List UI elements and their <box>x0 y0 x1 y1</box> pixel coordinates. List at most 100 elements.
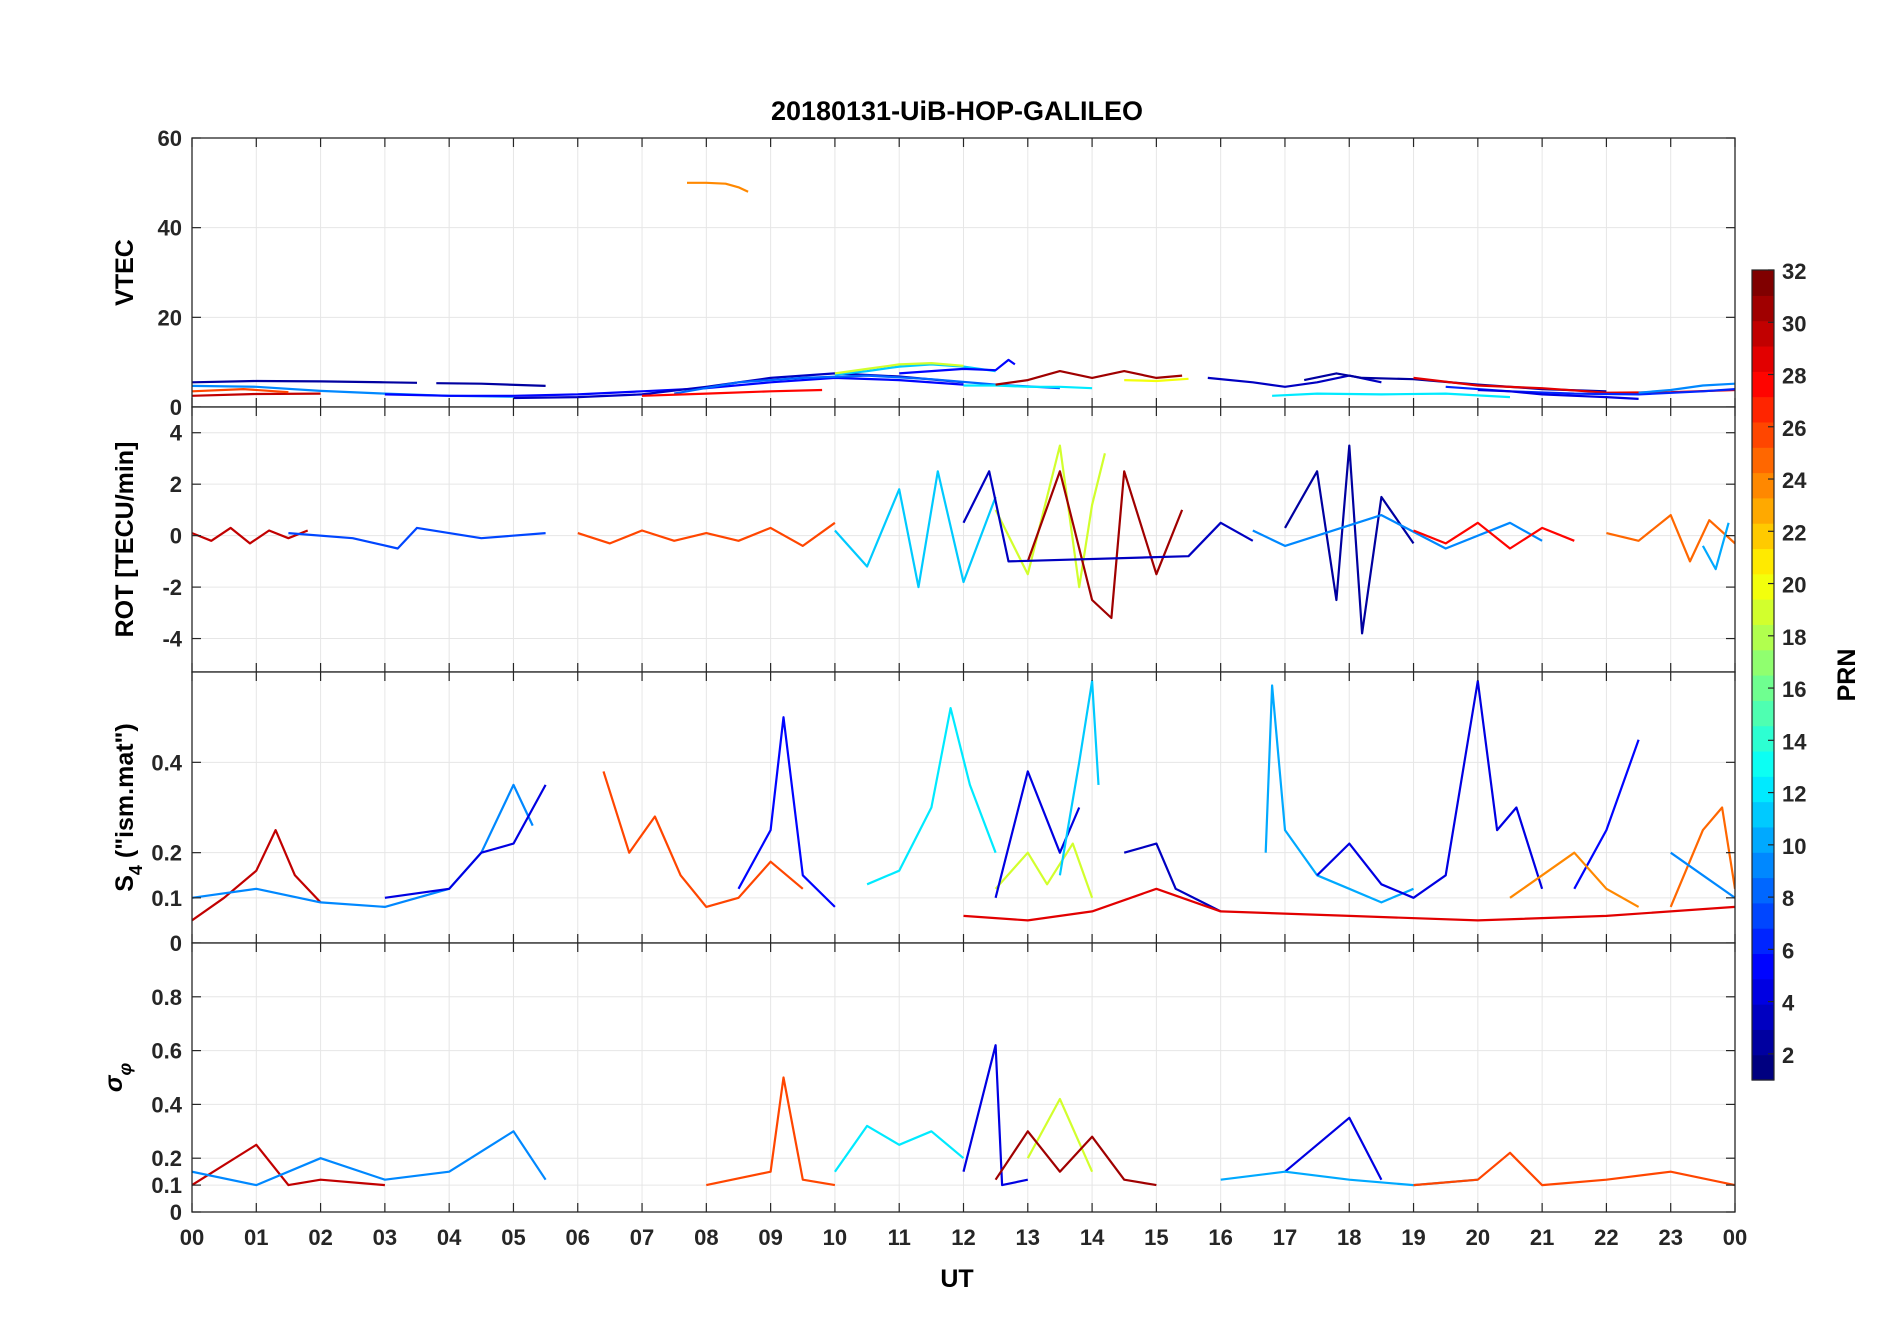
x-tick-label: 10 <box>823 1225 847 1250</box>
colorbar-swatch <box>1752 447 1774 474</box>
series-s4-prn12-5 <box>866 706 997 886</box>
panel-sigma-ytick-label: 0.2 <box>151 1146 182 1171</box>
panel-vtec-ytick-label: 40 <box>158 216 182 241</box>
series-sigma-prn9-1 <box>192 1130 547 1187</box>
x-tick-label: 05 <box>501 1225 525 1250</box>
series-vtec-prn9-21 <box>1638 382 1735 394</box>
colorbar-tick-label: 24 <box>1782 468 1807 493</box>
series-rot-prn9-8 <box>1252 513 1543 550</box>
x-tick-label: 21 <box>1530 1225 1554 1250</box>
colorbar-tick-label: 14 <box>1782 729 1807 754</box>
series-s4-prn4-7 <box>994 770 1081 899</box>
colorbar-swatch <box>1752 396 1774 423</box>
panel-rot-ytick-label: -2 <box>162 575 182 600</box>
panel-rot-series <box>192 444 1735 635</box>
series-vtec-prn26-5 <box>192 388 289 394</box>
colorbar-swatch <box>1752 953 1774 980</box>
series-s4-prn26-3 <box>602 771 804 909</box>
panel-sigma-ytick-label: 0.8 <box>151 985 182 1010</box>
colorbar-tick-label: 6 <box>1782 938 1794 963</box>
series-s4-prn29-16 <box>963 887 1735 922</box>
x-tick-label: 00 <box>180 1225 204 1250</box>
colorbar-swatch <box>1752 877 1774 904</box>
series-s4-prn24-13 <box>1509 851 1640 908</box>
x-tick-label: 15 <box>1144 1225 1168 1250</box>
x-tick-label: 01 <box>244 1225 268 1250</box>
x-tick-label: 02 <box>308 1225 332 1250</box>
x-tick-label: 16 <box>1208 1225 1232 1250</box>
panel-vtec-ylabel: VTEC <box>111 239 139 306</box>
panel-rot: -4 -2 0 2 4 ROT [TECU/min] <box>111 406 1736 673</box>
panel-s4-ytick-label: 0.1 <box>151 886 182 911</box>
colorbar-swatch <box>1752 776 1774 803</box>
series-rot-prn31-5 <box>1026 470 1184 620</box>
colorbar-tick-label: 32 <box>1782 259 1806 284</box>
colorbar-tick-label: 12 <box>1782 782 1806 807</box>
series-vtec-prn5-12 <box>899 358 1016 375</box>
colorbar-swatch <box>1752 725 1774 752</box>
colorbar-tick-label: 18 <box>1782 625 1806 650</box>
series-rot-prn2-7 <box>1284 444 1415 635</box>
panel-sigma-ytick-label: 0 <box>170 1200 182 1225</box>
panel-rot-ytick-label: 2 <box>170 472 182 497</box>
series-s4-prn5-4 <box>737 716 836 908</box>
series-vtec-prn12-13 <box>963 384 1093 390</box>
series-rot-prn3-6 <box>962 470 1254 563</box>
x-tick-label: 23 <box>1658 1225 1682 1250</box>
x-axis-label: UT <box>940 1265 973 1293</box>
x-tick-label: 00 <box>1723 1225 1747 1250</box>
panel-s4-series <box>192 679 1735 922</box>
colorbar-swatch <box>1752 649 1774 676</box>
x-axis: 00 01 02 03 04 05 06 07 08 09 10 11 12 13 14 15 16 17 18 19… <box>180 1225 1747 1250</box>
x-tick-label: 18 <box>1337 1225 1361 1250</box>
series-rot-prn7-1 <box>288 526 546 550</box>
colorbar-swatch <box>1752 599 1774 625</box>
series-s4-prn3-9 <box>1123 842 1222 913</box>
colorbar-label: PRN <box>1833 649 1861 702</box>
chart-title: 20180131-UiB-HOP-GALILEO <box>771 96 1143 126</box>
x-tick-label: 04 <box>437 1225 462 1250</box>
colorbar-swatch <box>1752 978 1774 1005</box>
series-s4-prn19-6 <box>994 842 1094 899</box>
series-rot-prn26-2 <box>577 521 836 548</box>
series-s4-prn4-11 <box>1316 679 1544 899</box>
colorbar-swatch <box>1752 700 1774 727</box>
colorbar-tick-label: 26 <box>1782 416 1806 441</box>
series-sigma-prn26-9 <box>1413 1151 1735 1187</box>
series-s4-prn5-12 <box>1573 739 1640 890</box>
panel-rot-ytick-label: 0 <box>170 524 182 549</box>
series-s4-prn9-1 <box>192 783 534 909</box>
colorbar-swatch <box>1752 1029 1774 1056</box>
x-tick-label: 12 <box>951 1225 975 1250</box>
colorbar-tick-label: 2 <box>1782 1043 1794 1068</box>
panel-s4-ylabel: S4 ("ism.mat") <box>111 723 146 892</box>
series-s4-prn11-8 <box>1058 679 1100 876</box>
colorbar-swatch <box>1752 497 1774 524</box>
x-tick-label: 20 <box>1466 1225 1490 1250</box>
colorbar-swatch <box>1752 750 1774 777</box>
series-vtec-prn24-0 <box>687 181 749 193</box>
x-tick-label: 22 <box>1594 1225 1618 1250</box>
series-s4-prn4-2 <box>384 784 547 899</box>
series-sigma-prn31-6 <box>994 1130 1157 1187</box>
panel-vtec: 0 20 40 60 VTEC <box>111 126 1736 420</box>
x-tick-label: 13 <box>1016 1225 1040 1250</box>
colorbar-swatch <box>1752 523 1774 550</box>
colorbar-swatch <box>1752 371 1774 398</box>
panel-sigma-ylabel: σφ <box>100 1063 135 1093</box>
series-vtec-prn31-14 <box>995 370 1183 386</box>
colorbar-swatch <box>1752 1004 1774 1030</box>
colorbar-tick-label: 20 <box>1782 573 1806 598</box>
colorbar-swatch <box>1752 1054 1774 1081</box>
x-tick-label: 11 <box>888 1225 911 1250</box>
colorbar-frame <box>1751 269 1775 1081</box>
panel-vtec-ytick-label: 60 <box>158 126 182 151</box>
x-tick-label: 03 <box>373 1225 397 1250</box>
panel-s4-ytick-label: 0.4 <box>151 750 182 775</box>
x-tick-label: 09 <box>758 1225 782 1250</box>
panel-vtec-series <box>192 181 1735 400</box>
panel-sigma-ytick-label: 0.6 <box>151 1039 182 1064</box>
